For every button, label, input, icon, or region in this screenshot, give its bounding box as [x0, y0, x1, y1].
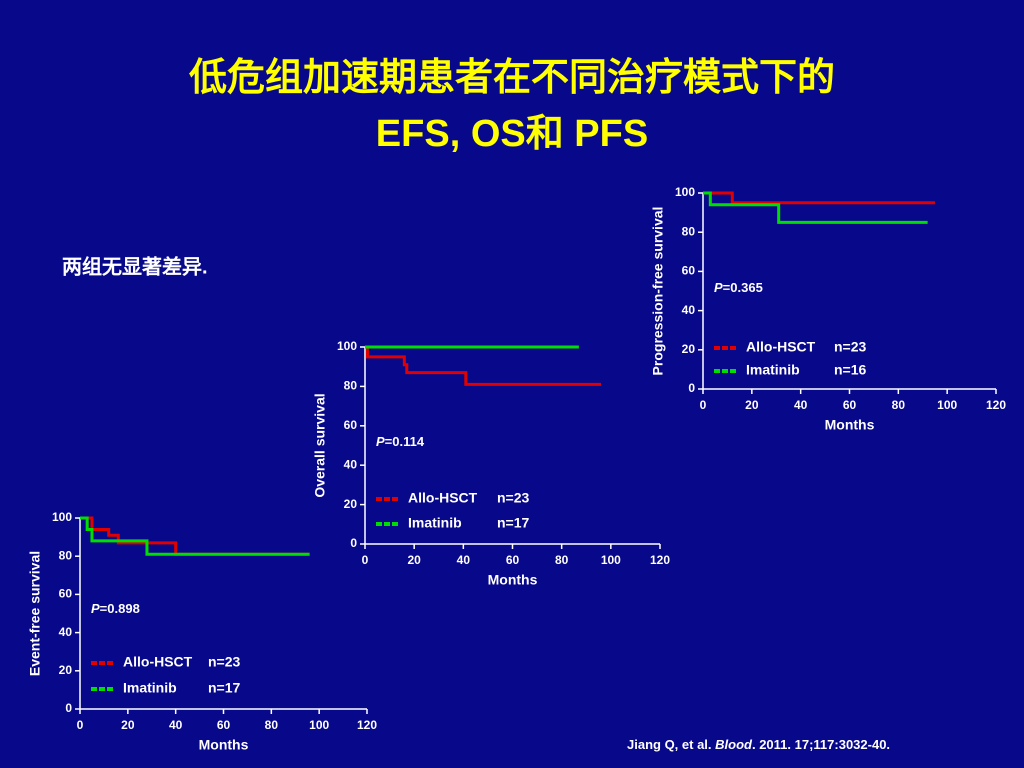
p-value: P=0.365 — [714, 280, 763, 295]
x-tick-label: 100 — [937, 398, 957, 412]
y-tick-label: 60 — [344, 418, 358, 432]
x-axis-label: Months — [825, 417, 875, 433]
survival-curve — [703, 191, 928, 224]
p-text: =0.898 — [100, 601, 140, 616]
legend-label: Allo-HSCT — [408, 490, 478, 506]
x-tick-label: 120 — [650, 553, 670, 567]
p-value: P=0.114 — [376, 434, 425, 449]
y-tick-label: 60 — [682, 264, 696, 278]
x-tick-label: 40 — [794, 398, 808, 412]
y-tick-label: 100 — [337, 339, 357, 353]
y-axis-label: Event-free survival — [27, 551, 43, 676]
p-symbol: P — [91, 601, 100, 616]
x-tick-label: 40 — [457, 553, 471, 567]
y-tick-label: 40 — [59, 625, 73, 639]
p-symbol: P — [376, 434, 385, 449]
legend-n: n=23 — [834, 339, 867, 355]
x-tick-label: 60 — [506, 553, 520, 567]
y-tick-label: 20 — [682, 342, 696, 356]
p-text: =0.114 — [385, 434, 425, 449]
x-tick-label: 100 — [309, 718, 329, 732]
y-axis-label: Overall survival — [312, 393, 328, 497]
y-tick-label: 100 — [675, 185, 695, 199]
legend-n: n=23 — [497, 490, 530, 506]
y-tick-label: 40 — [344, 457, 358, 471]
x-tick-label: 20 — [407, 553, 421, 567]
citation: Jiang Q, et al. Blood. 2011. 17;117:3032… — [627, 737, 890, 752]
x-axis-label: Months — [488, 572, 538, 588]
x-tick-label: 80 — [555, 553, 569, 567]
y-tick-label: 0 — [350, 536, 357, 550]
slide-title: EFS, OS和 PFS — [376, 113, 648, 155]
legend-label: Imatinib — [123, 680, 177, 696]
x-tick-label: 0 — [362, 553, 369, 567]
x-tick-label: 0 — [77, 718, 84, 732]
x-tick-label: 100 — [601, 553, 621, 567]
x-tick-label: 120 — [986, 398, 1006, 412]
note: 两组无显著差异. — [62, 254, 208, 278]
survival-curve — [703, 191, 935, 205]
legend-n: n=17 — [497, 515, 530, 531]
survival-curve — [365, 345, 601, 386]
x-tick-label: 20 — [745, 398, 759, 412]
x-tick-label: 40 — [169, 718, 183, 732]
survival-curve — [80, 516, 310, 556]
citation-text: Jiang Q, et al. — [627, 737, 715, 752]
x-tick-label: 20 — [121, 718, 135, 732]
legend-n: n=17 — [208, 680, 241, 696]
y-tick-label: 0 — [65, 701, 72, 715]
legend-n: n=16 — [834, 362, 867, 378]
y-tick-label: 40 — [682, 303, 696, 317]
x-tick-label: 60 — [217, 718, 231, 732]
legend-label: Allo-HSCT — [123, 654, 193, 670]
x-tick-label: 80 — [892, 398, 906, 412]
legend-label: Imatinib — [746, 362, 800, 378]
survival-curve — [80, 516, 310, 556]
x-tick-label: 60 — [843, 398, 857, 412]
p-text: =0.365 — [723, 280, 763, 295]
x-tick-label: 0 — [700, 398, 707, 412]
p-symbol: P — [714, 280, 723, 295]
x-tick-label: 80 — [265, 718, 279, 732]
slide-title: 低危组加速期患者在不同治疗模式下的 — [189, 57, 835, 99]
legend-label: Imatinib — [408, 515, 462, 531]
legend-label: Allo-HSCT — [746, 339, 816, 355]
y-axis-label: Progression-free survival — [650, 207, 666, 376]
y-tick-label: 80 — [344, 379, 358, 393]
x-axis-label: Months — [199, 737, 249, 753]
citation-text: . 2011. 17;117:3032-40. — [752, 737, 890, 752]
legend-n: n=23 — [208, 654, 241, 670]
y-tick-label: 100 — [52, 510, 72, 524]
y-tick-label: 80 — [682, 224, 696, 238]
y-tick-label: 20 — [344, 497, 358, 511]
y-tick-label: 60 — [59, 587, 73, 601]
citation-journal: Blood — [715, 737, 753, 752]
y-tick-label: 80 — [59, 548, 73, 562]
y-tick-label: 0 — [688, 381, 695, 395]
y-tick-label: 20 — [59, 663, 73, 677]
x-tick-label: 120 — [357, 718, 377, 732]
p-value: P=0.898 — [91, 601, 140, 616]
